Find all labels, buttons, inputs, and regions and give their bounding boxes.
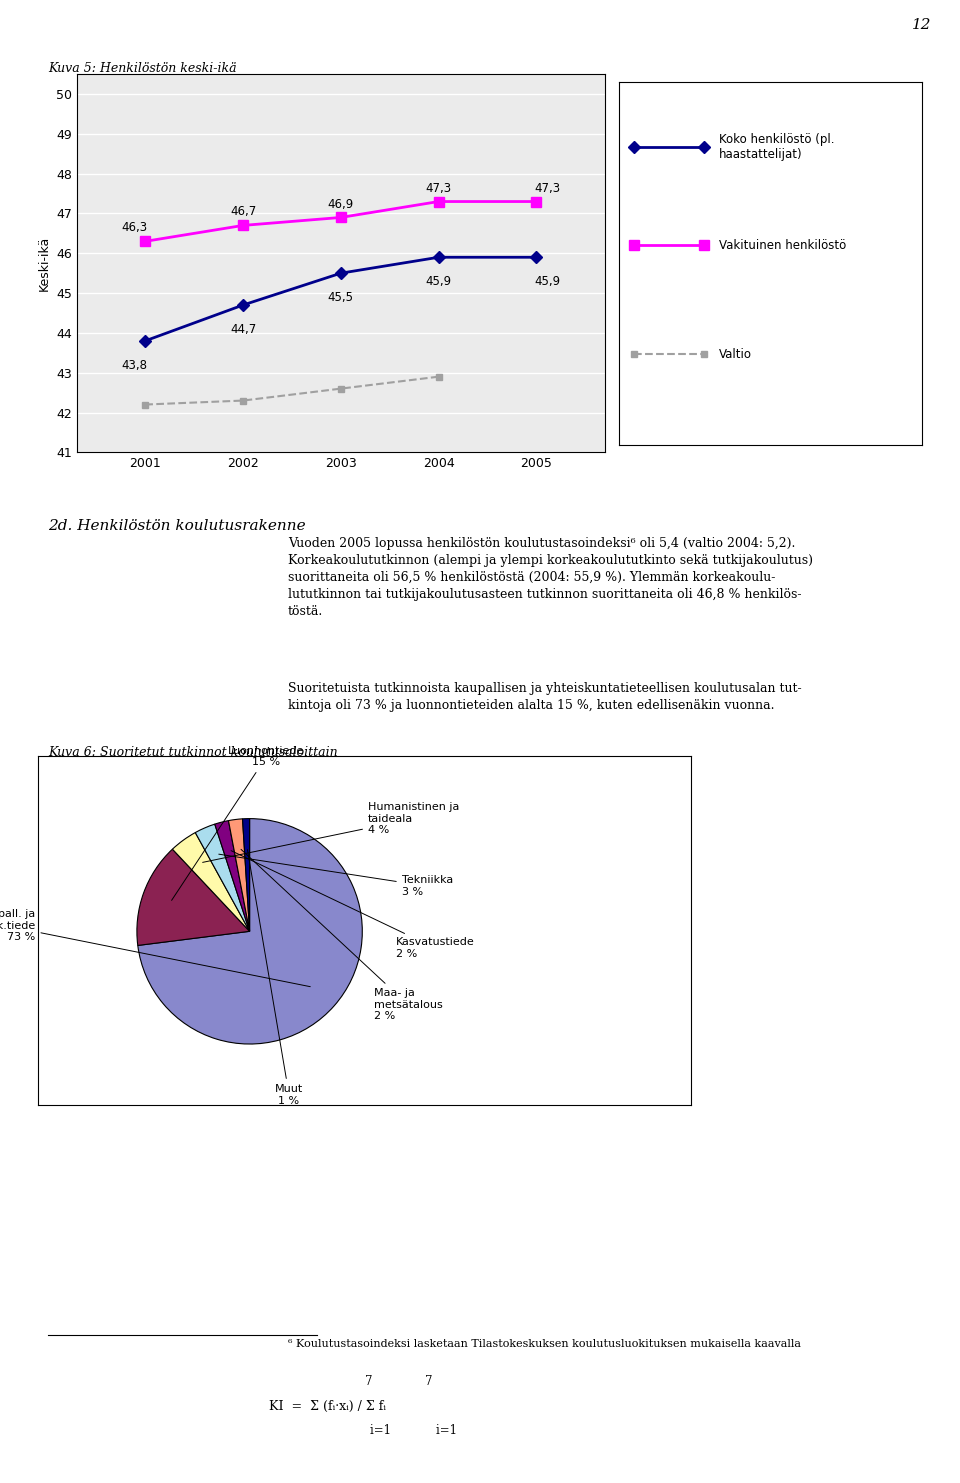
Text: Maa- ja
metsätalous
2 %: Maa- ja metsätalous 2 % (241, 850, 443, 1022)
Text: 47,3: 47,3 (535, 181, 561, 194)
Text: i=1            i=1: i=1 i=1 (370, 1424, 457, 1437)
Text: Tekniikka
3 %: Tekniikka 3 % (219, 854, 453, 897)
Text: 45,9: 45,9 (425, 276, 451, 288)
Wedge shape (137, 850, 250, 946)
Text: 46,7: 46,7 (229, 206, 256, 218)
Wedge shape (195, 825, 250, 931)
Text: 43,8: 43,8 (121, 359, 147, 372)
Wedge shape (138, 819, 362, 1044)
Wedge shape (228, 819, 250, 931)
Text: Koko henkilöstö (pl.
haastattelijat): Koko henkilöstö (pl. haastattelijat) (719, 133, 834, 162)
Text: 45,5: 45,5 (327, 291, 354, 304)
Text: Kasvatustiede
2 %: Kasvatustiede 2 % (231, 851, 475, 960)
Text: Kaupall. ja
yht.k.tiede
73 %: Kaupall. ja yht.k.tiede 73 % (0, 909, 310, 986)
Text: Vuoden 2005 lopussa henkilöstön koulutustasoindeksi⁶ oli 5,4 (valtio 2004: 5,2).: Vuoden 2005 lopussa henkilöstön koulutus… (288, 537, 813, 618)
Text: KI  =  Σ (fᵢ·xᵢ) / Σ fᵢ: KI = Σ (fᵢ·xᵢ) / Σ fᵢ (269, 1400, 386, 1413)
Text: Kuva 6: Suoritetut tutkinnot koulutusaloittain: Kuva 6: Suoritetut tutkinnot koulutusalo… (48, 746, 338, 759)
Text: 2d. Henkilöstön koulutusrakenne: 2d. Henkilöstön koulutusrakenne (48, 519, 305, 532)
Text: Vakituinen henkilöstö: Vakituinen henkilöstö (719, 239, 847, 252)
Text: Luonnontiede
15 %: Luonnontiede 15 % (172, 746, 304, 900)
Text: 46,3: 46,3 (121, 221, 147, 234)
Text: 47,3: 47,3 (425, 181, 451, 194)
Text: 46,9: 46,9 (327, 197, 354, 211)
Y-axis label: Keski-ikä: Keski-ikä (37, 236, 50, 291)
Text: ⁶ Koulutustasoindeksi lasketaan Tilastokeskuksen koulutusluokituksen mukaisella : ⁶ Koulutustasoindeksi lasketaan Tilastok… (288, 1339, 801, 1350)
Text: 12: 12 (912, 18, 931, 31)
Wedge shape (243, 819, 250, 931)
Text: Kuva 5: Henkilöstön keski-ikä: Kuva 5: Henkilöstön keski-ikä (48, 62, 236, 76)
Text: 44,7: 44,7 (229, 323, 256, 337)
Text: 7              7: 7 7 (365, 1375, 432, 1388)
Text: 45,9: 45,9 (535, 276, 561, 288)
Wedge shape (173, 832, 250, 931)
Wedge shape (215, 820, 250, 931)
Text: Suoritetuista tutkinnoista kaupallisen ja yhteiskuntatieteellisen koulutusalan t: Suoritetuista tutkinnoista kaupallisen j… (288, 682, 802, 712)
Text: Muut
1 %: Muut 1 % (248, 850, 303, 1105)
Text: Valtio: Valtio (719, 347, 752, 360)
Text: Humanistinen ja
taideala
4 %: Humanistinen ja taideala 4 % (203, 802, 459, 863)
